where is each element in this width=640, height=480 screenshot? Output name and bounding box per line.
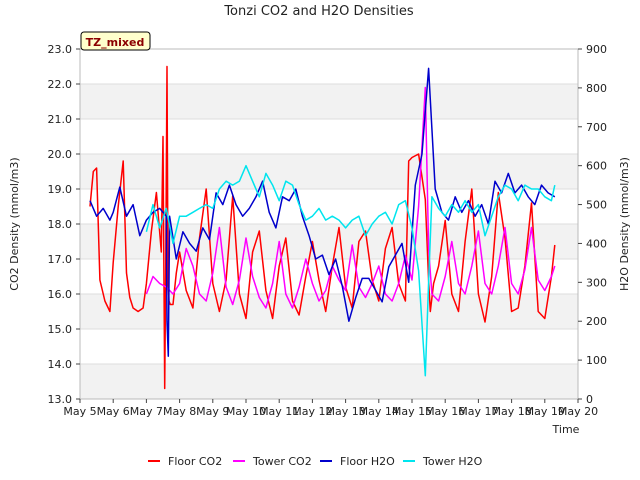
x-tick-label: May 7: [130, 405, 163, 418]
x-tick-label: May 13: [325, 405, 365, 418]
y-right-tick-label: 200: [586, 315, 607, 328]
y-left-tick-label: 14.0: [48, 358, 73, 371]
series-line-floor-co2: [89, 65, 556, 390]
x-tick-label: May 11: [259, 405, 299, 418]
y-left-tick-label: 21.0: [48, 113, 73, 126]
y-left-tick-label: 23.0: [48, 43, 73, 56]
x-tick-label: May 17: [458, 405, 498, 418]
y-left-tick-label: 18.0: [48, 218, 73, 231]
site-label-box: [80, 31, 151, 51]
site-label: TZ_mixed: [86, 36, 145, 49]
x-axis-label: Time: [552, 423, 580, 436]
background-band: [80, 294, 578, 329]
legend-label-tower-co2: Tower CO2: [252, 455, 312, 468]
y-left-tick-label: 13.0: [48, 393, 73, 406]
legend-label-floor-co2: Floor CO2: [168, 455, 222, 468]
y-right-tick-label: 400: [586, 237, 607, 250]
y-left-tick-label: 20.0: [48, 148, 73, 161]
x-tick-label: May 8: [163, 405, 196, 418]
background-bands: [80, 84, 578, 399]
x-tick-label: May 10: [226, 405, 266, 418]
x-tick-label: May 9: [196, 405, 229, 418]
y-right-tick-label: 100: [586, 354, 607, 367]
y-right-tick-label: 900: [586, 43, 607, 56]
x-tick-label: May 18: [491, 405, 531, 418]
y-right-tick-label: 0: [586, 393, 593, 406]
y-right-tick-label: 600: [586, 160, 607, 173]
series-line-tower-h2o: [145, 164, 556, 377]
x-tick-label: May 15: [392, 405, 432, 418]
y-left-tick-label: 16.0: [48, 288, 73, 301]
legend-label-floor-h2o: Floor H2O: [340, 455, 395, 468]
x-tick-label: May 19: [525, 405, 565, 418]
background-band: [80, 84, 578, 119]
y-left-tick-label: 22.0: [48, 78, 73, 91]
y-right-tick-label: 300: [586, 276, 607, 289]
y-right-axis-ticks: 0 100 200 300 400 500 600 700 800 900: [578, 43, 607, 406]
y-left-tick-label: 19.0: [48, 183, 73, 196]
y-left-axis-ticks: 13.0 14.0 15.0 16.0 17.0 18.0 19.0 20.0 21.0 22.0…: [48, 43, 80, 406]
legend-label-tower-h2o: Tower H2O: [422, 455, 483, 468]
chart-title: Tonzi CO2 and H2O Densities: [223, 4, 414, 19]
background-band: [80, 364, 578, 399]
legend: Floor CO2 Tower CO2 Floor H2O Tower H2O: [148, 455, 483, 468]
y-right-tick-label: 700: [586, 121, 607, 134]
x-tick-label: May 5: [63, 405, 96, 418]
x-tick-label: May 12: [292, 405, 332, 418]
x-tick-label: May 20: [558, 405, 598, 418]
y-left-axis-label: CO2 Density (mmol/m3): [8, 157, 21, 290]
y-right-tick-label: 800: [586, 82, 607, 95]
background-band: [80, 154, 578, 189]
series-line-floor-h2o: [89, 67, 556, 357]
y-left-tick-label: 17.0: [48, 253, 73, 266]
y-right-tick-label: 500: [586, 199, 607, 212]
x-tick-label: May 6: [97, 405, 130, 418]
series-line-tower-co2: [145, 86, 556, 309]
x-tick-label: May 16: [425, 405, 465, 418]
y-left-tick-label: 15.0: [48, 323, 73, 336]
series-layer: [89, 65, 556, 390]
x-tick-label: May 14: [359, 405, 399, 418]
y-right-axis-label: H2O Density (mmol/m3): [618, 157, 631, 291]
